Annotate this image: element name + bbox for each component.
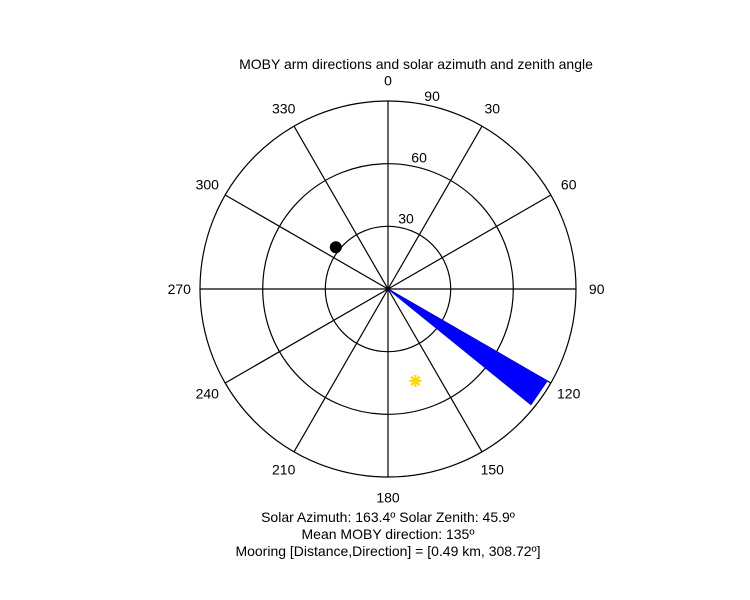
angle-tick-label-120: 120 xyxy=(557,385,581,401)
caption-line-3: Mooring [Distance,Direction] = [0.49 km,… xyxy=(235,543,540,559)
angle-tick-label-300: 300 xyxy=(196,177,220,193)
arm-wedge-layer xyxy=(387,288,548,406)
sun-marker xyxy=(409,374,422,387)
angle-tick-label-90: 90 xyxy=(589,281,605,297)
angle-tick-label-60: 60 xyxy=(561,177,577,193)
sun-marker-core xyxy=(412,378,418,384)
ring-90 xyxy=(199,100,577,478)
angle-tick-label-240: 240 xyxy=(196,385,220,401)
mooring-marker xyxy=(329,241,342,254)
angle-tick-label-150: 150 xyxy=(481,462,505,478)
spoke-30 xyxy=(387,125,483,290)
spoke-330 xyxy=(293,125,389,290)
spoke-300 xyxy=(224,194,389,290)
angle-tick-label-180: 180 xyxy=(376,490,400,506)
radial-tick-label-60: 60 xyxy=(411,149,427,165)
chart-title: MOBY arm directions and solar azimuth an… xyxy=(239,56,593,72)
tick-label-layer: 0 30 60 90 120 150 180 210 240 270 300 330 30 60 90 xyxy=(168,72,605,505)
angle-tick-label-0: 0 xyxy=(384,72,392,88)
ring-30 xyxy=(324,225,452,353)
spoke-210 xyxy=(293,288,389,453)
marker-layer xyxy=(329,241,422,387)
angle-tick-label-270: 270 xyxy=(168,281,192,297)
ring-60 xyxy=(262,163,514,415)
radial-tick-label-90: 90 xyxy=(424,88,440,104)
angle-tick-label-210: 210 xyxy=(272,462,296,478)
spoke-150 xyxy=(387,288,483,453)
spoke-60 xyxy=(387,194,552,290)
angle-tick-label-30: 30 xyxy=(485,100,501,116)
radial-tick-label-30: 30 xyxy=(398,211,414,227)
angle-tick-label-330: 330 xyxy=(272,100,296,116)
caption-line-1: Solar Azimuth: 163.4º Solar Zenith: 45.9… xyxy=(261,509,515,525)
caption-line-2: Mean MOBY direction: 135º xyxy=(302,526,475,542)
spoke-240 xyxy=(224,288,389,384)
arm-wedge xyxy=(387,288,548,406)
